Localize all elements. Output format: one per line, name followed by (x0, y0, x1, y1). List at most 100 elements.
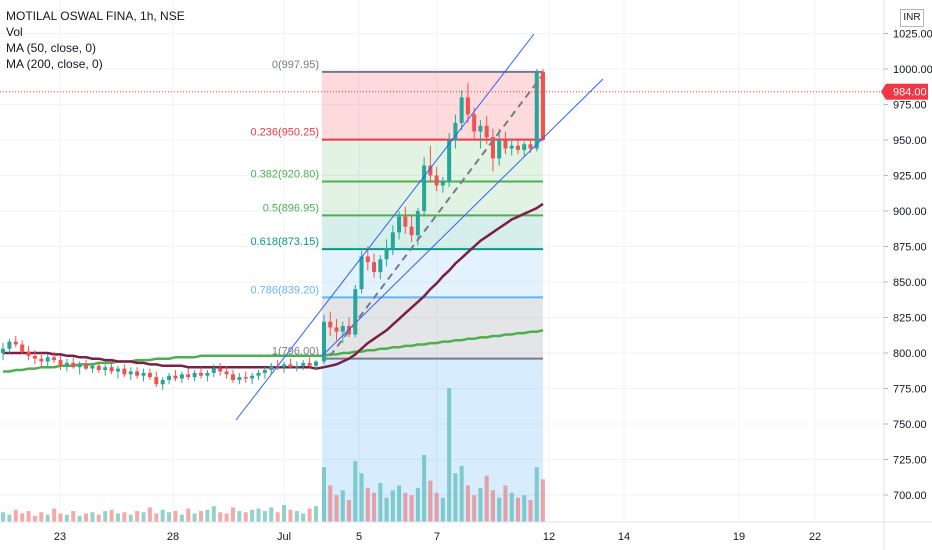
price-tick-label: 800.00 (893, 348, 927, 360)
candle-body (154, 377, 159, 385)
candle-body (301, 362, 306, 366)
candle-body (440, 181, 445, 186)
channel-upper (235, 33, 535, 421)
volume-bar (1, 512, 5, 522)
volume-bar (205, 509, 210, 522)
volume-bar (403, 492, 408, 522)
candle-body (403, 216, 408, 227)
candle-body (58, 360, 63, 366)
volume-bar (77, 515, 82, 522)
volume-bar (409, 495, 414, 522)
trend-channel[interactable] (235, 33, 604, 421)
time-tick-label: 5 (356, 531, 362, 543)
symbol-title[interactable]: MOTILAL OSWAL FINA, 1h, NSE (6, 9, 185, 23)
candle-body (378, 259, 383, 273)
ma200-path (3, 329, 544, 373)
ma50-legend[interactable]: MA (50, close, 0) (6, 41, 97, 55)
volume-bar (192, 513, 197, 522)
candle-body (528, 144, 533, 149)
volume-bar (459, 465, 464, 522)
volume-bar (96, 514, 101, 522)
candle-body (453, 122, 458, 140)
volume-bar (147, 507, 152, 522)
candle-body (256, 372, 261, 376)
fib-zone (322, 71, 543, 140)
fib-label: 0.786(839.20) (251, 284, 320, 296)
volume-bar (453, 473, 458, 522)
candle-body (472, 114, 477, 132)
volume-bar (440, 497, 445, 522)
volume-bar (307, 508, 312, 522)
last-price-badge (886, 83, 928, 100)
volume-bar (522, 495, 527, 522)
candle-body (128, 371, 133, 375)
volume-bar (160, 509, 165, 522)
chart-legend: MOTILAL OSWAL FINA, 1h, NSE Vol MA (50, … (6, 8, 185, 72)
candle-body (353, 289, 358, 335)
candle-body (64, 362, 69, 366)
volume-bars (1, 388, 545, 522)
time-tick-label: 28 (167, 531, 179, 543)
candle-body (390, 232, 395, 248)
volume-bar (173, 511, 178, 522)
candle-body (192, 372, 197, 378)
candle-body (186, 374, 191, 378)
volume-bar (422, 455, 427, 522)
volume-bar (122, 512, 127, 522)
candle-body (71, 362, 76, 368)
volume-bar (199, 511, 204, 522)
fib-zone (322, 181, 543, 216)
volume-bar (294, 511, 299, 522)
volume-bar (141, 512, 146, 522)
volume-bar (243, 512, 248, 522)
candle-body (32, 355, 37, 359)
price-tick-label: 1000.00 (893, 64, 932, 76)
candle-body (515, 145, 520, 150)
price-tick-label: 975.00 (893, 100, 927, 112)
volume-bar (534, 467, 539, 522)
volume-bar (322, 467, 326, 522)
candle-body (147, 372, 152, 378)
candle-body (167, 375, 172, 380)
volume-bar (7, 514, 12, 522)
candle-body (96, 365, 101, 371)
volume-bar (90, 512, 95, 522)
fib-label: 0.5(896.95) (263, 202, 319, 214)
candle-body (90, 365, 95, 369)
candle-body (428, 165, 433, 176)
volume-bar (340, 490, 345, 522)
volume-bar (39, 512, 44, 522)
volume-bar (115, 513, 120, 522)
time-tick-label: 7 (434, 531, 440, 543)
candle-body (397, 216, 402, 233)
candle-body (322, 321, 326, 362)
fib-label: 0.236(950.25) (251, 127, 320, 139)
candle-body (541, 71, 545, 140)
fib-label: 0.382(920.80) (251, 168, 320, 180)
volume-bar (334, 495, 339, 522)
candle-body (20, 344, 25, 352)
ma200-legend[interactable]: MA (200, close, 0) (6, 57, 103, 71)
price-axis[interactable]: 1025.00 1000.00 975.00 950.00 925.00 900.00 87… (881, 0, 932, 550)
volume-bar (230, 507, 235, 522)
time-tick-label: 14 (618, 531, 630, 543)
volume-bar (84, 513, 89, 522)
volume-bar (384, 497, 389, 522)
time-axis[interactable]: 23 28 Jul 5 7 12 14 19 22 (0, 521, 932, 543)
currency-label[interactable]: INR (900, 9, 924, 27)
candle-body (109, 367, 114, 372)
candle-body (115, 368, 120, 372)
fibonacci-retracement[interactable]: 0(997.95) 0.236(950.25) 0.382(920.80) 0.5(8… (251, 59, 544, 522)
candle-body (45, 357, 50, 362)
channel-lower (322, 78, 604, 356)
volume-bar (528, 500, 533, 522)
candle-body (141, 372, 146, 376)
volume-bar (269, 507, 274, 522)
candle-body (39, 358, 44, 362)
vol-legend[interactable]: Vol (6, 25, 23, 39)
volume-bar (390, 490, 395, 522)
candle-body (103, 367, 108, 371)
volume-bar (378, 483, 383, 522)
candle-body (522, 144, 527, 150)
